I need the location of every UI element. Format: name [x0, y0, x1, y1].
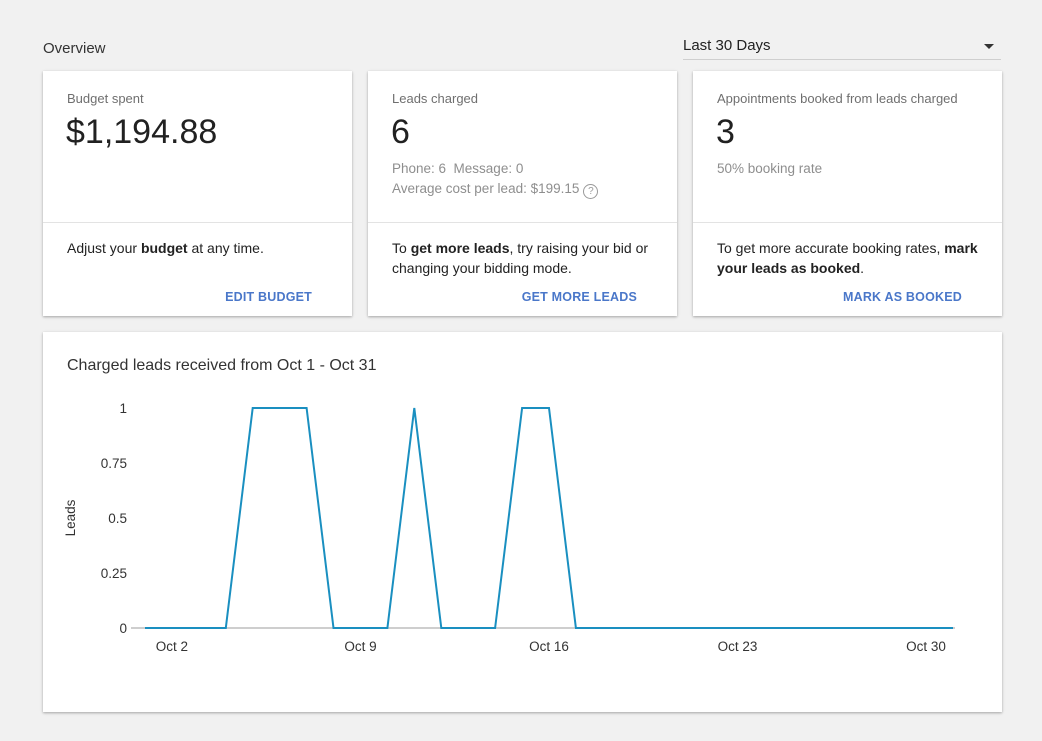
desc-text: To get more accurate booking rates, [717, 240, 945, 256]
x-tick-label: Oct 2 [156, 639, 188, 654]
chart-title: Charged leads received from Oct 1 - Oct … [67, 357, 377, 374]
desc-text: Adjust your [67, 240, 141, 256]
x-tick-label: Oct 16 [529, 639, 569, 654]
desc-emphasis: get more leads [410, 240, 510, 256]
x-tick-label: Oct 23 [718, 639, 758, 654]
x-tick-label: Oct 9 [344, 639, 376, 654]
help-circle-icon[interactable]: ? [583, 184, 599, 199]
y-tick-label: 0.75 [101, 456, 127, 471]
caret-down-icon [984, 44, 994, 49]
desc-text: at any time. [187, 240, 264, 256]
card-label: Leads charged [392, 91, 479, 106]
y-tick-label: 0.25 [101, 566, 127, 581]
x-tick-label: Oct 30 [906, 639, 946, 654]
card-value: 6 [391, 113, 410, 151]
y-axis-label: Leads [63, 499, 78, 536]
card-description: To get more accurate booking rates, mark… [717, 238, 980, 278]
desc-emphasis: mark your leads as booked [717, 240, 978, 276]
leads-line-chart: 0 0.25 0.5 0.75 1 Oct 2 Oct 9 Oct 16 Oct 23 Oct 3… [63, 401, 955, 654]
desc-emphasis: budget [140, 240, 188, 256]
average-cost-per-lead: Average cost per lead: $199.15 [392, 181, 580, 196]
y-tick-label: 0.5 [108, 511, 127, 526]
date-range-select[interactable]: Last 30 Days [683, 34, 1001, 60]
avg-cost-row: Average cost per lead: $199.15? [392, 181, 599, 199]
card-description: To get more leads, try raising your bid … [392, 238, 655, 278]
mark-as-booked-button[interactable]: MARK AS BOOKED [842, 290, 962, 304]
overview-title: Overview [43, 40, 106, 57]
leads-chart-card: Charged leads received from Oct 1 - Oct … [43, 332, 1002, 712]
card-summary: Appointments booked from leads charged 3… [693, 71, 1002, 223]
lead-type-breakdown: Phone: 6 Message: 0 [392, 161, 524, 176]
card-summary: Budget spent $1,194.88 [43, 71, 352, 223]
y-tick-label: 0 [119, 621, 127, 636]
card-label: Budget spent [67, 91, 144, 106]
budget-spent-card: Budget spent $1,194.88 Adjust your budge… [43, 71, 352, 316]
card-description: Adjust your budget at any time. [67, 238, 330, 258]
y-tick-label: 1 [119, 401, 127, 416]
desc-text: . [860, 260, 865, 276]
booking-rate: 50% booking rate [717, 161, 823, 176]
desc-text: To [392, 240, 411, 256]
card-summary: Leads charged 6 Phone: 6 Message: 0 Aver… [368, 71, 677, 223]
get-more-leads-button[interactable]: GET MORE LEADS [521, 290, 637, 304]
series-line [145, 407, 953, 629]
appointments-booked-card: Appointments booked from leads charged 3… [693, 71, 1002, 316]
card-value: 3 [716, 113, 735, 151]
leads-charged-card: Leads charged 6 Phone: 6 Message: 0 Aver… [368, 71, 677, 316]
date-range-value: Last 30 Days [683, 37, 771, 54]
card-label: Appointments booked from leads charged [717, 91, 958, 106]
card-value: $1,194.88 [66, 113, 218, 151]
edit-budget-button[interactable]: EDIT BUDGET [225, 290, 312, 304]
desc-text: , try raising your bid or changing your … [392, 240, 649, 276]
